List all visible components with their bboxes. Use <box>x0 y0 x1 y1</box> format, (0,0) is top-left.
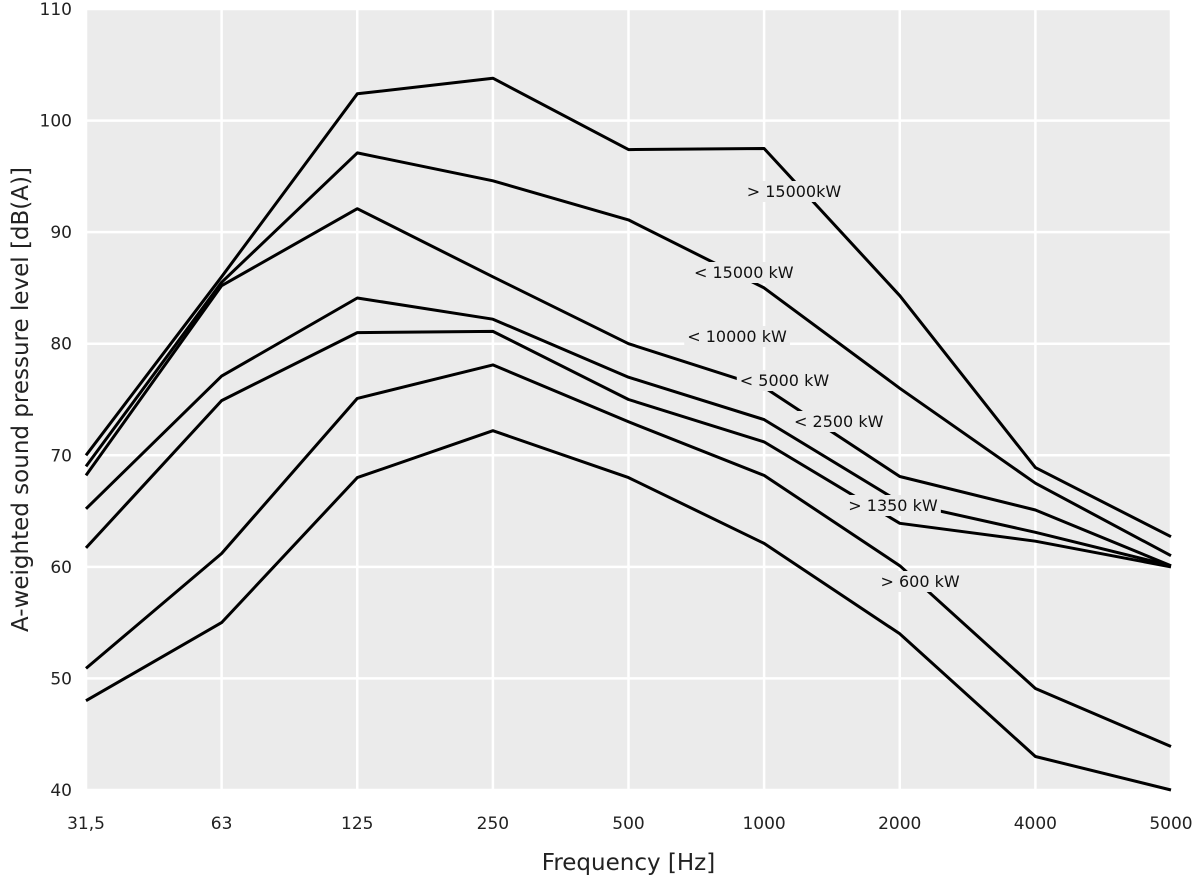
x-tick-labels: 31,5 63 125 250 500 1000 2000 4000 5000 <box>67 814 1193 834</box>
series-label-text: > 1350 kW <box>848 496 938 515</box>
series-label-text: > 600 kW <box>880 572 959 591</box>
series-label-bg <box>691 262 797 283</box>
series-label: < 15000 kW <box>691 262 797 283</box>
series-label-bg <box>877 571 963 592</box>
series-label: < 2500 kW <box>791 411 887 432</box>
series-label-text: < 2500 kW <box>794 412 884 431</box>
series-label: > 600 kW <box>877 571 963 592</box>
series-label-bg <box>743 181 845 202</box>
series-label-bg <box>736 370 833 391</box>
series-label-bg <box>845 495 941 516</box>
x-tick-label: 63 <box>211 814 233 834</box>
series-label-text: < 10000 kW <box>687 327 787 346</box>
series-labels: > 15000kW < 15000 kW < 10000 kW < 5000 kW < … <box>684 181 963 592</box>
x-tick-label: 250 <box>477 814 509 834</box>
y-tick-labels: 40 50 60 70 80 90 100 110 <box>40 0 72 801</box>
series-label-bg <box>791 411 887 432</box>
x-tick-label: 4000 <box>1014 814 1057 834</box>
series-line <box>85 363 1172 748</box>
y-tick-label: 40 <box>50 781 72 801</box>
y-tick-label: 50 <box>50 669 72 689</box>
series-line <box>84 296 1172 568</box>
series-label: < 5000 kW <box>736 370 833 391</box>
series-label-text: < 15000 kW <box>694 263 794 282</box>
series-label-bg <box>684 326 790 347</box>
series-line <box>84 76 1172 539</box>
y-tick-label: 90 <box>50 223 72 243</box>
x-tick-label: 5000 <box>1149 814 1192 834</box>
series-line <box>84 329 1172 569</box>
series-label: > 1350 kW <box>845 495 941 516</box>
series-group <box>84 76 1172 792</box>
x-tick-label: 1000 <box>742 814 785 834</box>
y-tick-label: 80 <box>50 335 72 355</box>
series-line <box>85 429 1172 792</box>
x-tick-label: 125 <box>341 814 373 834</box>
series-label-text: > 15000kW <box>747 182 842 201</box>
x-axis-title: Frequency [Hz] <box>542 850 715 876</box>
series-label-text: < 5000 kW <box>740 371 830 390</box>
y-tick-label: 110 <box>40 0 72 20</box>
series-label: > 15000kW <box>743 181 845 202</box>
x-tick-label: 2000 <box>878 814 921 834</box>
x-tick-label: 31,5 <box>67 814 105 834</box>
series-line <box>84 207 1172 568</box>
series-label: < 10000 kW <box>684 326 790 347</box>
y-tick-label: 60 <box>50 558 72 578</box>
y-axis-title: A-weighted sound pressure level [dB(A)] <box>8 167 34 632</box>
y-tick-label: 100 <box>40 112 72 132</box>
x-tick-label: 500 <box>612 814 644 834</box>
series-line <box>84 151 1172 558</box>
y-tick-label: 70 <box>50 446 72 466</box>
